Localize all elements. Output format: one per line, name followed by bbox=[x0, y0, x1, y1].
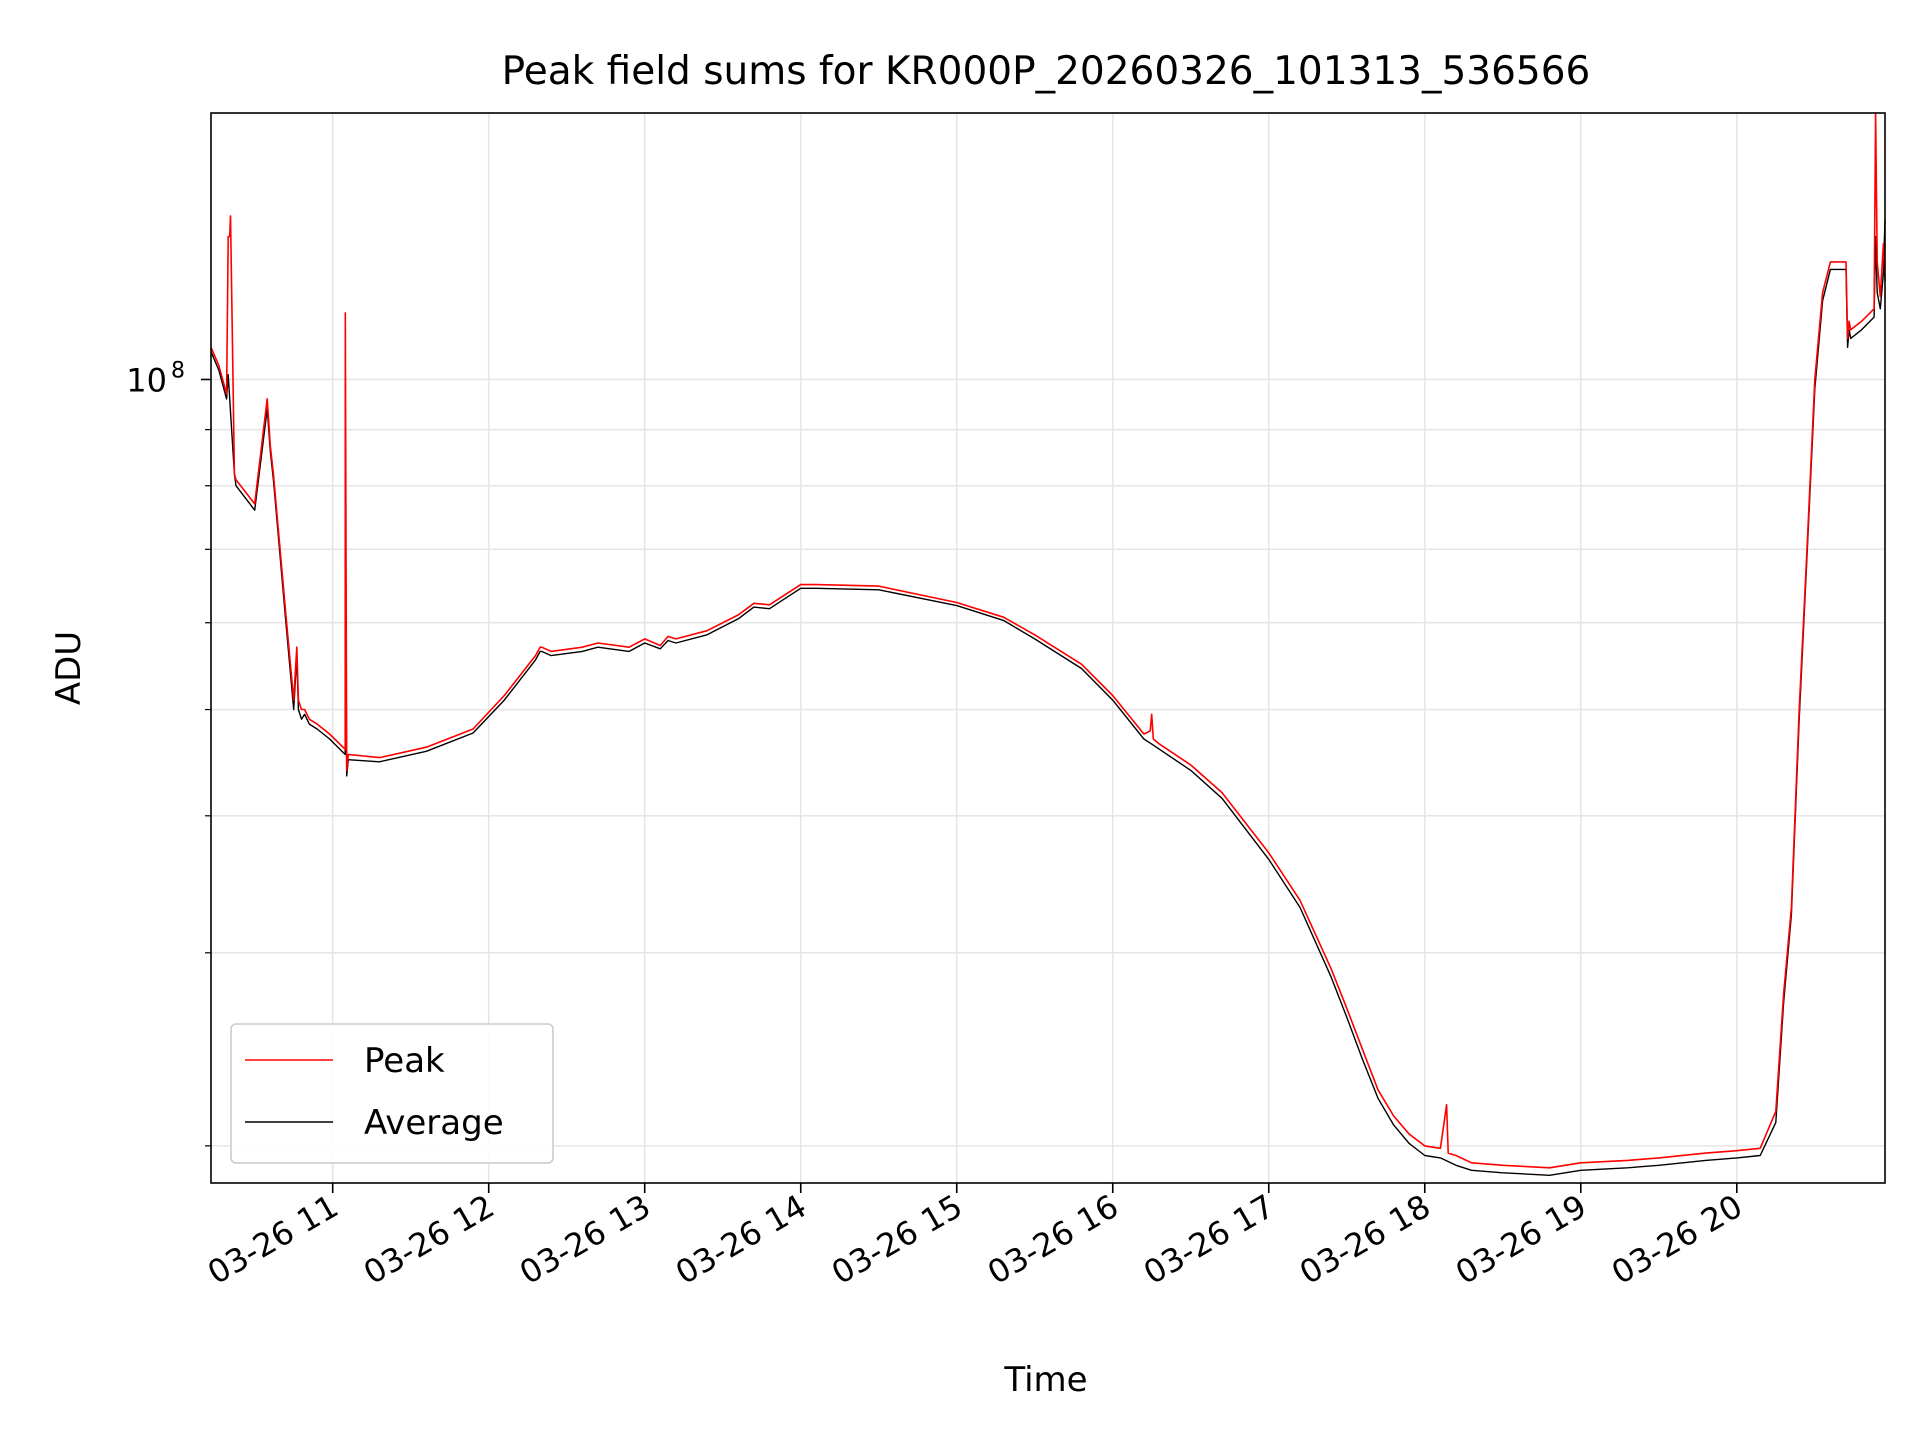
y-axis-label: ADU bbox=[49, 631, 89, 705]
plot-frame bbox=[210, 112, 1886, 1184]
y-tick-label-exponent: 8 bbox=[171, 358, 185, 383]
series-layer bbox=[210, 112, 1886, 1177]
legend-label-peak: Peak bbox=[364, 1041, 445, 1081]
y-tick-label-base: 10 bbox=[126, 361, 167, 399]
grid bbox=[211, 113, 1885, 1183]
legend: Peak Average bbox=[230, 1023, 554, 1164]
legend-box bbox=[230, 1023, 554, 1164]
series-line-peak bbox=[210, 112, 1886, 1169]
chart-title: Peak field sums for KR000P_20260326_1013… bbox=[502, 49, 1591, 94]
y-tick-label: 10 bbox=[126, 361, 167, 399]
y-ticks: 10 8 bbox=[126, 358, 211, 1147]
legend-label-average: Average bbox=[364, 1103, 504, 1143]
x-axis-label: Time bbox=[1003, 1360, 1087, 1400]
